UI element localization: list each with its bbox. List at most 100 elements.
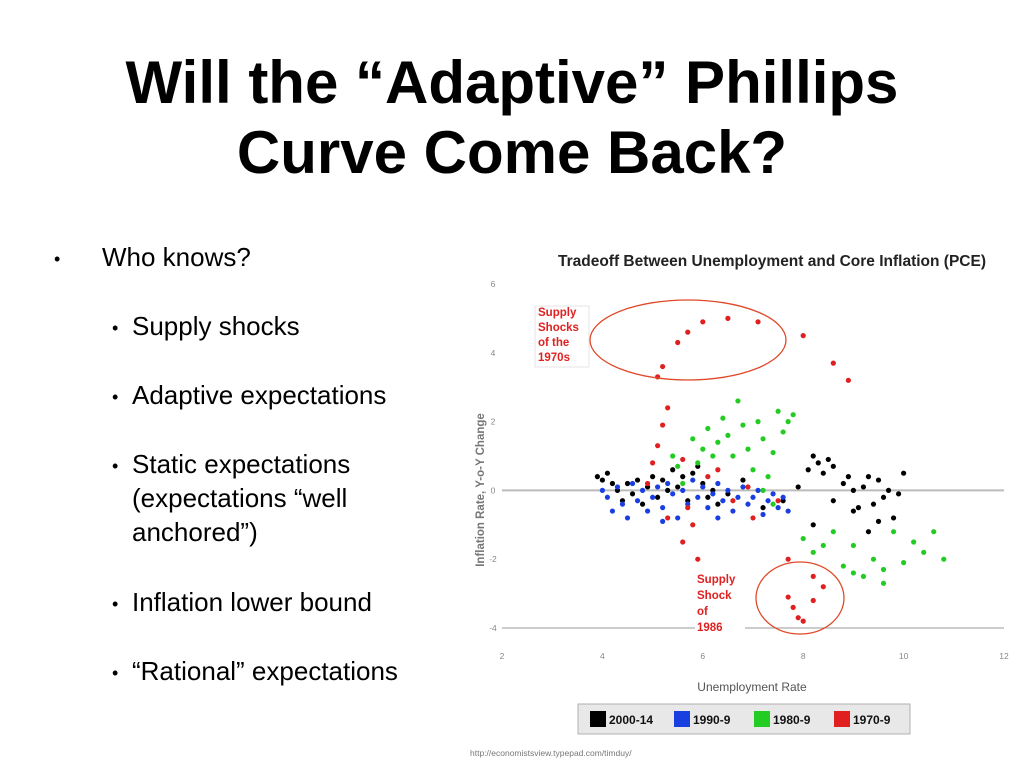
scatter-point	[715, 439, 721, 445]
scatter-point	[800, 535, 806, 542]
scatter-point	[725, 487, 731, 493]
scatter-point	[705, 425, 711, 432]
scatter-point	[730, 508, 736, 514]
scatter-point	[760, 511, 766, 518]
scatter-point	[680, 487, 686, 493]
scatter-point	[609, 508, 616, 514]
scatter-point	[765, 474, 771, 480]
scatter-point	[730, 453, 736, 459]
annotation-label-1986: Supply Shock of 1986	[695, 571, 745, 634]
scatter-point	[720, 498, 726, 504]
legend-swatch	[590, 711, 606, 727]
scatter-point	[750, 515, 756, 521]
scatter-point	[690, 522, 696, 528]
scatter-point	[855, 505, 862, 511]
scatter-point	[665, 515, 671, 521]
scatter-point	[665, 480, 671, 487]
annotation-line: of the	[538, 337, 569, 349]
scatter-point	[735, 398, 741, 404]
scatter-points	[594, 315, 947, 624]
scatter-point	[775, 408, 781, 414]
scatter-point	[685, 505, 691, 511]
x-tick-label: 8	[801, 651, 806, 661]
x-tick-label: 6	[700, 651, 705, 661]
sub-bullet-text-line-2: (expectations “well	[132, 483, 348, 513]
x-tick-label: 10	[899, 651, 909, 661]
scatter-point	[865, 474, 872, 480]
scatter-point	[755, 319, 761, 325]
phillips-curve-chart: Tradeoff Between Unemployment and Core I…	[470, 253, 1009, 758]
legend-box	[577, 703, 911, 735]
scatter-point	[715, 501, 721, 507]
scatter-point	[850, 542, 856, 549]
annotation-line: Shock	[697, 590, 732, 602]
scatter-point	[820, 542, 826, 549]
scatter-point	[604, 470, 611, 476]
scatter-point	[770, 449, 776, 456]
legend-label: 2000-14	[609, 713, 653, 727]
scatter-point	[644, 480, 651, 487]
scatter-point	[730, 498, 736, 504]
chart-title: Tradeoff Between Unemployment and Core I…	[558, 253, 986, 270]
scatter-point	[810, 549, 816, 555]
sub-bullet-text: Supply shocks	[132, 311, 300, 341]
scatter-point	[745, 446, 751, 452]
x-tick-label: 2	[500, 651, 505, 661]
scatter-point	[624, 515, 631, 521]
bullet-dot-icon: •	[112, 594, 119, 614]
scatter-point	[815, 460, 821, 466]
scatter-point	[840, 480, 846, 487]
scatter-point	[830, 498, 836, 504]
scatter-point	[634, 498, 641, 504]
scatter-point	[875, 518, 882, 524]
scatter-point	[775, 498, 781, 504]
scatter-point	[760, 505, 766, 511]
scatter-point	[770, 501, 776, 507]
slide-title-line-2: Curve Come Back?	[236, 119, 788, 186]
scatter-point	[931, 529, 937, 535]
bullet-dot-icon: •	[54, 249, 61, 269]
scatter-point	[670, 453, 676, 459]
scatter-point	[850, 508, 856, 514]
scatter-point	[705, 494, 711, 500]
legend-label: 1990-9	[693, 713, 731, 727]
annotation-line: 1986	[697, 622, 723, 634]
scatter-point	[810, 453, 816, 459]
scatter-point	[755, 419, 761, 425]
scatter-point	[750, 494, 756, 500]
scatter-point	[665, 487, 671, 493]
scatter-point	[860, 484, 867, 490]
scatter-point	[740, 477, 746, 483]
scatter-point	[845, 474, 851, 480]
scatter-point	[695, 556, 701, 562]
scatter-point	[715, 480, 721, 487]
scatter-point	[599, 487, 605, 493]
scatter-point	[725, 432, 731, 438]
scatter-point	[675, 463, 681, 469]
scatter-point	[690, 436, 696, 442]
scatter-point	[895, 491, 902, 497]
scatter-point	[845, 377, 851, 383]
scatter-point	[830, 463, 836, 469]
scatter-point	[675, 484, 681, 490]
scatter-point	[660, 505, 666, 511]
scatter-point	[745, 501, 751, 507]
scatter-point	[675, 515, 681, 521]
annotation-line: of	[697, 606, 708, 618]
legend-swatch	[674, 711, 690, 727]
scatter-point	[599, 477, 605, 483]
annotation-box	[534, 305, 590, 368]
scatter-point	[770, 491, 776, 497]
scatter-point	[810, 597, 816, 604]
scatter-point	[735, 494, 741, 500]
scatter-point	[890, 515, 897, 521]
scatter-point	[941, 556, 947, 562]
chart-source: http://economistsview.typepad.com/timduy…	[470, 748, 632, 758]
scatter-point	[634, 477, 641, 483]
y-tick-label: 2	[491, 417, 496, 427]
scatter-point	[745, 484, 751, 490]
scatter-point	[880, 580, 887, 586]
scatter-point	[790, 604, 796, 610]
scatter-point	[780, 429, 786, 435]
legend-swatch	[834, 711, 850, 727]
